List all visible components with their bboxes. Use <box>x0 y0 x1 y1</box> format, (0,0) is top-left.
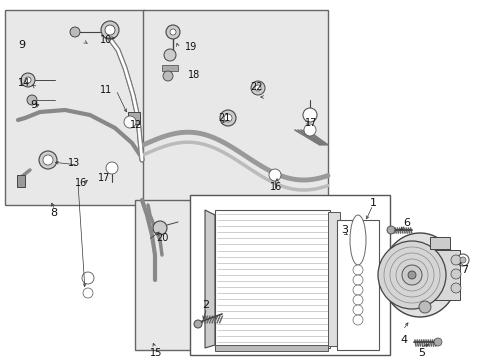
Circle shape <box>83 288 93 298</box>
Ellipse shape <box>381 233 457 317</box>
Text: 17: 17 <box>305 118 317 128</box>
Circle shape <box>153 221 167 235</box>
Circle shape <box>418 301 430 313</box>
Bar <box>429 237 449 249</box>
Circle shape <box>450 255 460 265</box>
Text: 5: 5 <box>417 348 424 358</box>
Text: 16: 16 <box>269 182 282 192</box>
Circle shape <box>27 95 37 105</box>
Text: 2: 2 <box>202 300 209 310</box>
Text: 15: 15 <box>150 348 162 358</box>
Circle shape <box>386 226 394 234</box>
Circle shape <box>70 27 80 37</box>
Text: 9: 9 <box>30 100 37 110</box>
Text: 12: 12 <box>130 120 142 130</box>
Bar <box>190 195 389 355</box>
Circle shape <box>220 110 236 126</box>
Circle shape <box>377 241 445 309</box>
Text: 16: 16 <box>75 178 87 188</box>
Bar <box>162 65 178 71</box>
Text: 10: 10 <box>100 35 112 45</box>
Circle shape <box>352 295 362 305</box>
Text: 21: 21 <box>218 113 230 123</box>
Circle shape <box>401 265 421 285</box>
Circle shape <box>450 269 460 279</box>
Circle shape <box>433 338 441 346</box>
Circle shape <box>304 124 315 136</box>
Circle shape <box>194 320 202 328</box>
Circle shape <box>224 114 231 122</box>
Bar <box>327 212 339 346</box>
Circle shape <box>352 315 362 325</box>
Circle shape <box>303 108 316 122</box>
Circle shape <box>268 169 281 181</box>
Circle shape <box>352 275 362 285</box>
Text: 6: 6 <box>402 218 409 228</box>
Polygon shape <box>204 210 215 348</box>
Circle shape <box>101 21 119 39</box>
Text: 22: 22 <box>249 82 262 92</box>
Ellipse shape <box>349 215 365 265</box>
Text: 17: 17 <box>98 173 110 183</box>
Circle shape <box>163 71 173 81</box>
Bar <box>142 10 327 205</box>
Text: 20: 20 <box>156 233 168 243</box>
Text: 1: 1 <box>369 198 376 208</box>
Circle shape <box>25 77 31 83</box>
Bar <box>17 175 25 187</box>
Bar <box>215 345 327 351</box>
Text: 11: 11 <box>100 85 112 95</box>
Text: 18: 18 <box>187 70 200 80</box>
Circle shape <box>456 254 468 266</box>
Bar <box>414 250 459 300</box>
Circle shape <box>459 257 465 263</box>
Circle shape <box>170 29 176 35</box>
Bar <box>135 200 235 350</box>
Circle shape <box>106 162 118 174</box>
Text: 7: 7 <box>460 265 467 275</box>
Circle shape <box>254 85 261 91</box>
Circle shape <box>163 49 176 61</box>
Text: 8: 8 <box>50 208 57 218</box>
Circle shape <box>352 285 362 295</box>
Bar <box>5 10 145 205</box>
Circle shape <box>250 81 264 95</box>
Text: 13: 13 <box>68 158 80 168</box>
Text: 3: 3 <box>340 225 347 235</box>
Circle shape <box>352 265 362 275</box>
Text: 4: 4 <box>399 335 407 345</box>
Bar <box>215 210 329 348</box>
Bar <box>128 112 140 124</box>
Text: 19: 19 <box>184 42 197 52</box>
Circle shape <box>43 155 53 165</box>
Circle shape <box>407 271 415 279</box>
Circle shape <box>105 25 115 35</box>
Bar <box>336 220 378 350</box>
Circle shape <box>124 116 136 128</box>
Text: 9: 9 <box>18 40 25 50</box>
Circle shape <box>21 73 35 87</box>
Circle shape <box>165 25 180 39</box>
Circle shape <box>352 305 362 315</box>
Circle shape <box>450 283 460 293</box>
Circle shape <box>39 151 57 169</box>
Text: 14: 14 <box>18 78 30 88</box>
Circle shape <box>82 272 94 284</box>
